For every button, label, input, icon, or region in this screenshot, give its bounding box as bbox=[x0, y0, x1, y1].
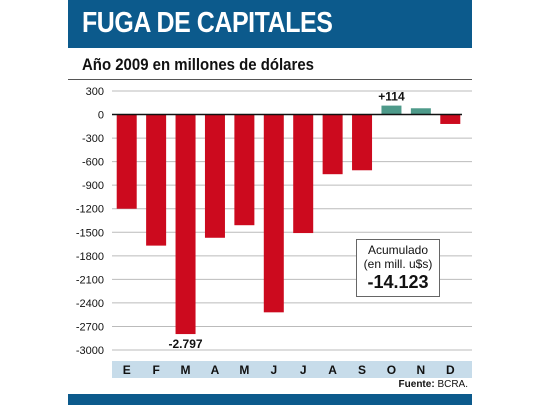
x-tick-label: D bbox=[446, 363, 455, 377]
y-tick-label: -2700 bbox=[76, 321, 104, 333]
y-tick-label: -1200 bbox=[76, 204, 104, 216]
y-tick-label: -2100 bbox=[76, 274, 104, 286]
x-tick-label: E bbox=[123, 363, 131, 377]
footer-bar bbox=[68, 394, 472, 405]
accumulated-unit: (en mill. u$s) bbox=[363, 257, 433, 271]
bar-8 bbox=[352, 114, 373, 171]
y-tick-label: -300 bbox=[82, 133, 104, 145]
subtitle-divider bbox=[68, 79, 472, 80]
source-value: BCRA. bbox=[437, 379, 468, 390]
y-tick-label: 300 bbox=[86, 86, 104, 98]
bar-3 bbox=[204, 114, 225, 238]
source-label: Fuente: bbox=[398, 379, 435, 390]
y-tick-label: 0 bbox=[98, 110, 104, 122]
bar-9 bbox=[381, 105, 402, 115]
bar-1 bbox=[146, 114, 167, 246]
bar-5 bbox=[263, 114, 284, 313]
y-tick-label: -900 bbox=[82, 180, 104, 192]
bar-7 bbox=[322, 114, 343, 175]
x-tick-label: O bbox=[387, 363, 396, 377]
x-tick-label: S bbox=[358, 363, 366, 377]
chart-title: FUGA DE CAPITALES bbox=[82, 7, 333, 39]
y-tick-label: -1500 bbox=[76, 227, 104, 239]
bar-6 bbox=[293, 114, 314, 234]
bar-0 bbox=[116, 114, 137, 209]
bar-4 bbox=[234, 114, 255, 226]
bar-11 bbox=[440, 114, 461, 124]
source-note: Fuente: BCRA. bbox=[399, 379, 468, 390]
data-label: -2.797 bbox=[169, 337, 203, 351]
x-tick-label: A bbox=[328, 363, 337, 377]
accumulated-box: Acumulado (en mill. u$s) -14.123 bbox=[356, 239, 440, 297]
x-tick-label: M bbox=[181, 363, 191, 377]
x-tick-label: A bbox=[211, 363, 220, 377]
accumulated-value: -14.123 bbox=[367, 272, 429, 292]
chart-subtitle: Año 2009 en millones de dólares bbox=[82, 55, 314, 74]
x-tick-label: J bbox=[300, 363, 307, 377]
x-tick-label: J bbox=[270, 363, 277, 377]
y-tick-label: -600 bbox=[82, 157, 104, 169]
y-tick-label: -2400 bbox=[76, 298, 104, 310]
accumulated-label: Acumulado bbox=[367, 243, 429, 257]
x-tick-label: F bbox=[152, 363, 159, 377]
bar-2 bbox=[175, 114, 196, 335]
y-tick-label: -1800 bbox=[76, 251, 104, 263]
bar-10 bbox=[410, 108, 431, 115]
data-label: +114 bbox=[378, 90, 405, 104]
y-tick-label: -3000 bbox=[76, 345, 104, 357]
x-tick-label: N bbox=[417, 363, 426, 377]
header-bar: FUGA DE CAPITALES bbox=[68, 0, 472, 48]
x-tick-label: M bbox=[239, 363, 249, 377]
x-axis-band bbox=[112, 361, 472, 378]
